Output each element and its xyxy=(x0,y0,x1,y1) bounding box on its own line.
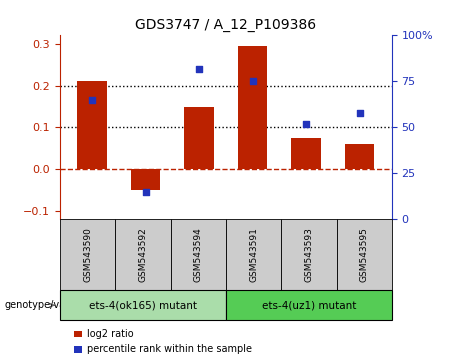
Bar xyxy=(238,46,267,169)
Text: ets-4(ok165) mutant: ets-4(ok165) mutant xyxy=(89,300,197,310)
Text: GSM543594: GSM543594 xyxy=(194,228,203,282)
Text: GSM543591: GSM543591 xyxy=(249,227,258,282)
Point xyxy=(356,110,363,115)
Bar xyxy=(337,219,392,290)
Bar xyxy=(115,219,171,290)
Point xyxy=(89,97,96,103)
Bar xyxy=(291,138,321,169)
Point xyxy=(195,66,203,72)
Title: GDS3747 / A_12_P109386: GDS3747 / A_12_P109386 xyxy=(136,18,316,32)
Text: percentile rank within the sample: percentile rank within the sample xyxy=(87,344,252,354)
Bar xyxy=(60,290,226,320)
Bar xyxy=(281,219,337,290)
Bar xyxy=(345,144,374,169)
Bar xyxy=(77,81,107,169)
Bar xyxy=(131,169,160,190)
Bar xyxy=(74,346,82,353)
Text: ets-4(uz1) mutant: ets-4(uz1) mutant xyxy=(262,300,356,310)
Point xyxy=(249,79,256,84)
Bar xyxy=(60,219,115,290)
Bar xyxy=(226,290,392,320)
Bar xyxy=(184,107,214,169)
Text: GSM543593: GSM543593 xyxy=(304,227,313,282)
Bar xyxy=(171,219,226,290)
Bar xyxy=(226,219,281,290)
Point xyxy=(142,189,149,195)
Text: GSM543590: GSM543590 xyxy=(83,227,92,282)
Text: GSM543595: GSM543595 xyxy=(360,227,369,282)
Bar xyxy=(74,331,82,337)
Point xyxy=(302,121,310,127)
Text: log2 ratio: log2 ratio xyxy=(87,329,133,339)
Text: genotype/variation: genotype/variation xyxy=(5,300,97,310)
Text: GSM543592: GSM543592 xyxy=(138,228,148,282)
